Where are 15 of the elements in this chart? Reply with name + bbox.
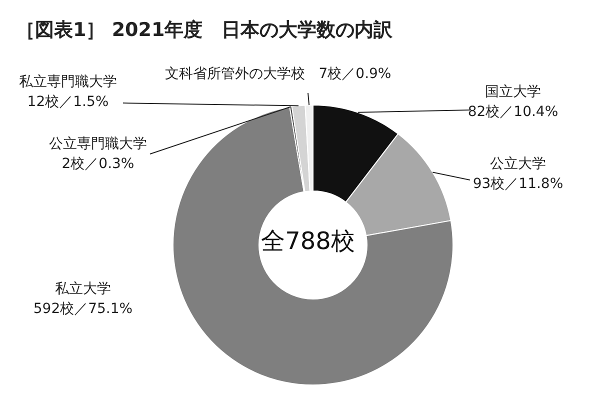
slice-label: 公立大学 — [490, 156, 546, 172]
data-label: 93校／11.8% — [472, 176, 564, 192]
data-label: 82校／10.4% — [468, 104, 558, 120]
data-label: 2校／0.3% — [62, 156, 134, 172]
slice-label: 公立専門職大学 — [49, 136, 147, 152]
slice-label: 私立専門職大学 — [19, 74, 117, 90]
slice-label: 文科省所管外の大学校 — [164, 66, 305, 82]
text: 全788校 — [261, 227, 355, 255]
data-label: 12校／1.5% — [27, 94, 109, 110]
donut-slice — [172, 106, 454, 386]
chart-title: ［図表1］ 2021年度 日本の大学数の内訳 — [16, 19, 394, 41]
data-label: 7校／0.9% — [318, 66, 392, 82]
slice-label: 私立大学 — [55, 281, 111, 297]
data-label: 592校／75.1% — [33, 301, 133, 317]
slice-label: 国立大学 — [485, 84, 541, 100]
